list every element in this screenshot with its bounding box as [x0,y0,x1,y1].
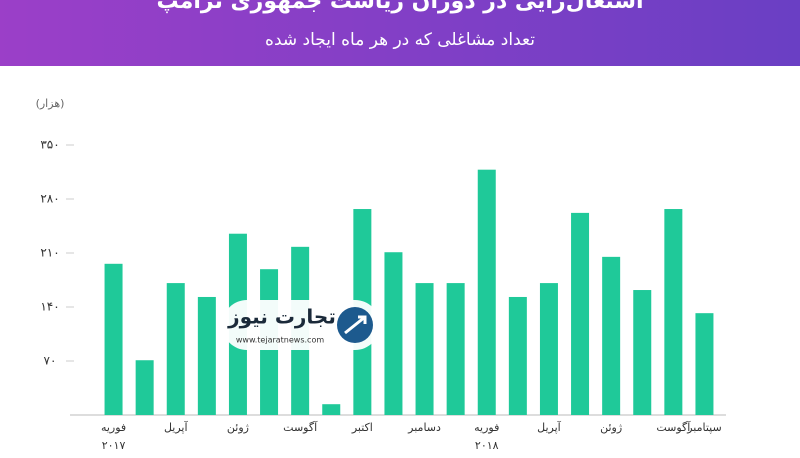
x-tick-label: آپریل [164,420,189,434]
x-tick-label: آگوست [283,420,318,434]
x-tick-year: ۲۰۱۷ [102,439,126,452]
bar [664,209,683,415]
x-tick-label: آپریل [537,420,562,434]
bar [477,169,496,415]
bar [322,404,341,415]
bar [415,283,434,415]
bar [446,283,465,415]
y-tick-label: ۳۵۰ [40,138,59,152]
bar [135,360,154,415]
bar [508,296,527,415]
bar [695,313,714,415]
x-tick-label: اکتبر [351,421,373,434]
bar [104,263,123,415]
x-tick-label: ژوئن [600,421,622,434]
y-tick-label: ۲۱۰ [40,246,59,260]
y-tick-label: ۷۰ [44,354,57,368]
chart-subtitle: تعداد مشاغلی که در هر ماه ایجاد شده [265,30,535,50]
watermark-arrow [344,315,367,335]
watermark-url: www.tejaratnews.com [236,336,324,345]
x-tick-label: دسامبر [407,421,441,434]
x-tick-year: ۲۰۱۸ [475,439,499,452]
watermark-name: تجارت نیوز [227,305,336,329]
y-tick-label: ۱۴۰ [40,300,59,314]
x-tick-label: ژوئن [227,421,249,434]
y-unit: (هزار) [36,97,65,110]
x-tick-label: فوریه [101,421,126,434]
bar [197,296,216,415]
bar [166,283,185,415]
bar [571,212,590,415]
x-tick-label: آگوست [656,420,691,434]
x-tick-label: سپتامبر [686,421,722,434]
chart-title: اشتغال‌زایی در دوران ریاست جمهوری ترامپ [156,0,643,14]
y-tick-label: ۲۸۰ [40,192,59,206]
x-tick-label: فوریه [474,421,499,434]
watermark: تجارت نیوز www.tejaratnews.com [222,300,380,350]
bar [602,256,621,415]
header-band [0,0,800,66]
bar [384,252,403,415]
bar [633,290,652,415]
bar [539,283,558,415]
watermark-bg [222,300,380,350]
